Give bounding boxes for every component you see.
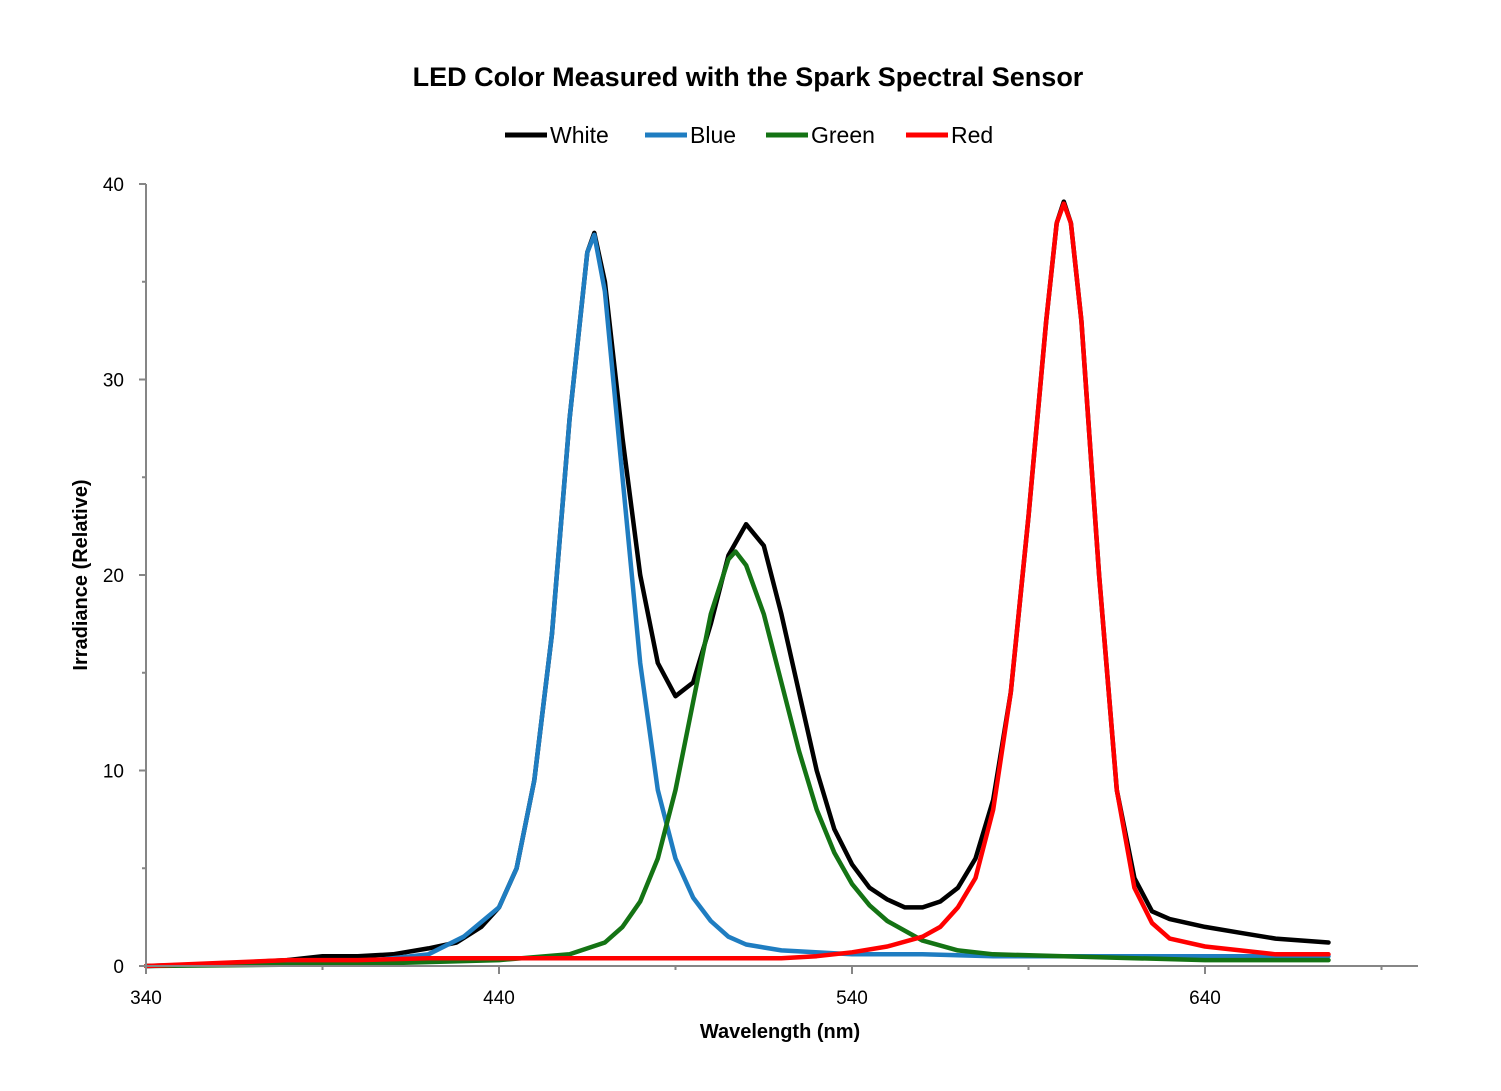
x-tick-label: 640 <box>1189 988 1221 1009</box>
legend-label-blue: Blue <box>690 122 736 148</box>
x-axis-title: Wavelength (nm) <box>700 1021 860 1043</box>
series-line-blue <box>143 232 1331 969</box>
y-tick-label: 40 <box>103 175 124 196</box>
legend-label-white: White <box>550 122 609 148</box>
y-tick-label: 30 <box>103 371 124 392</box>
legend-label-green: Green <box>811 122 875 148</box>
y-axis-title: Irradiance (Relative) <box>70 479 92 670</box>
series-line-red <box>143 201 1331 969</box>
y-tick-label: 20 <box>103 566 124 587</box>
x-axis-ticks: 340 440 540 640 <box>130 966 1383 1009</box>
chart-title: LED Color Measured with the Spark Spectr… <box>413 62 1084 92</box>
y-tick-label: 0 <box>113 957 124 978</box>
x-tick-label: 340 <box>130 988 162 1009</box>
y-axis-ticks: 0 10 20 30 40 <box>103 175 146 978</box>
series-line-white <box>143 199 1331 969</box>
series-layer <box>143 199 1331 969</box>
series-line-green <box>143 549 1331 969</box>
legend-label-red: Red <box>951 122 993 148</box>
legend: White Blue Green Red <box>505 122 993 148</box>
y-tick-label: 10 <box>103 762 124 783</box>
x-tick-label: 540 <box>836 988 868 1009</box>
x-tick-label: 440 <box>483 988 515 1009</box>
